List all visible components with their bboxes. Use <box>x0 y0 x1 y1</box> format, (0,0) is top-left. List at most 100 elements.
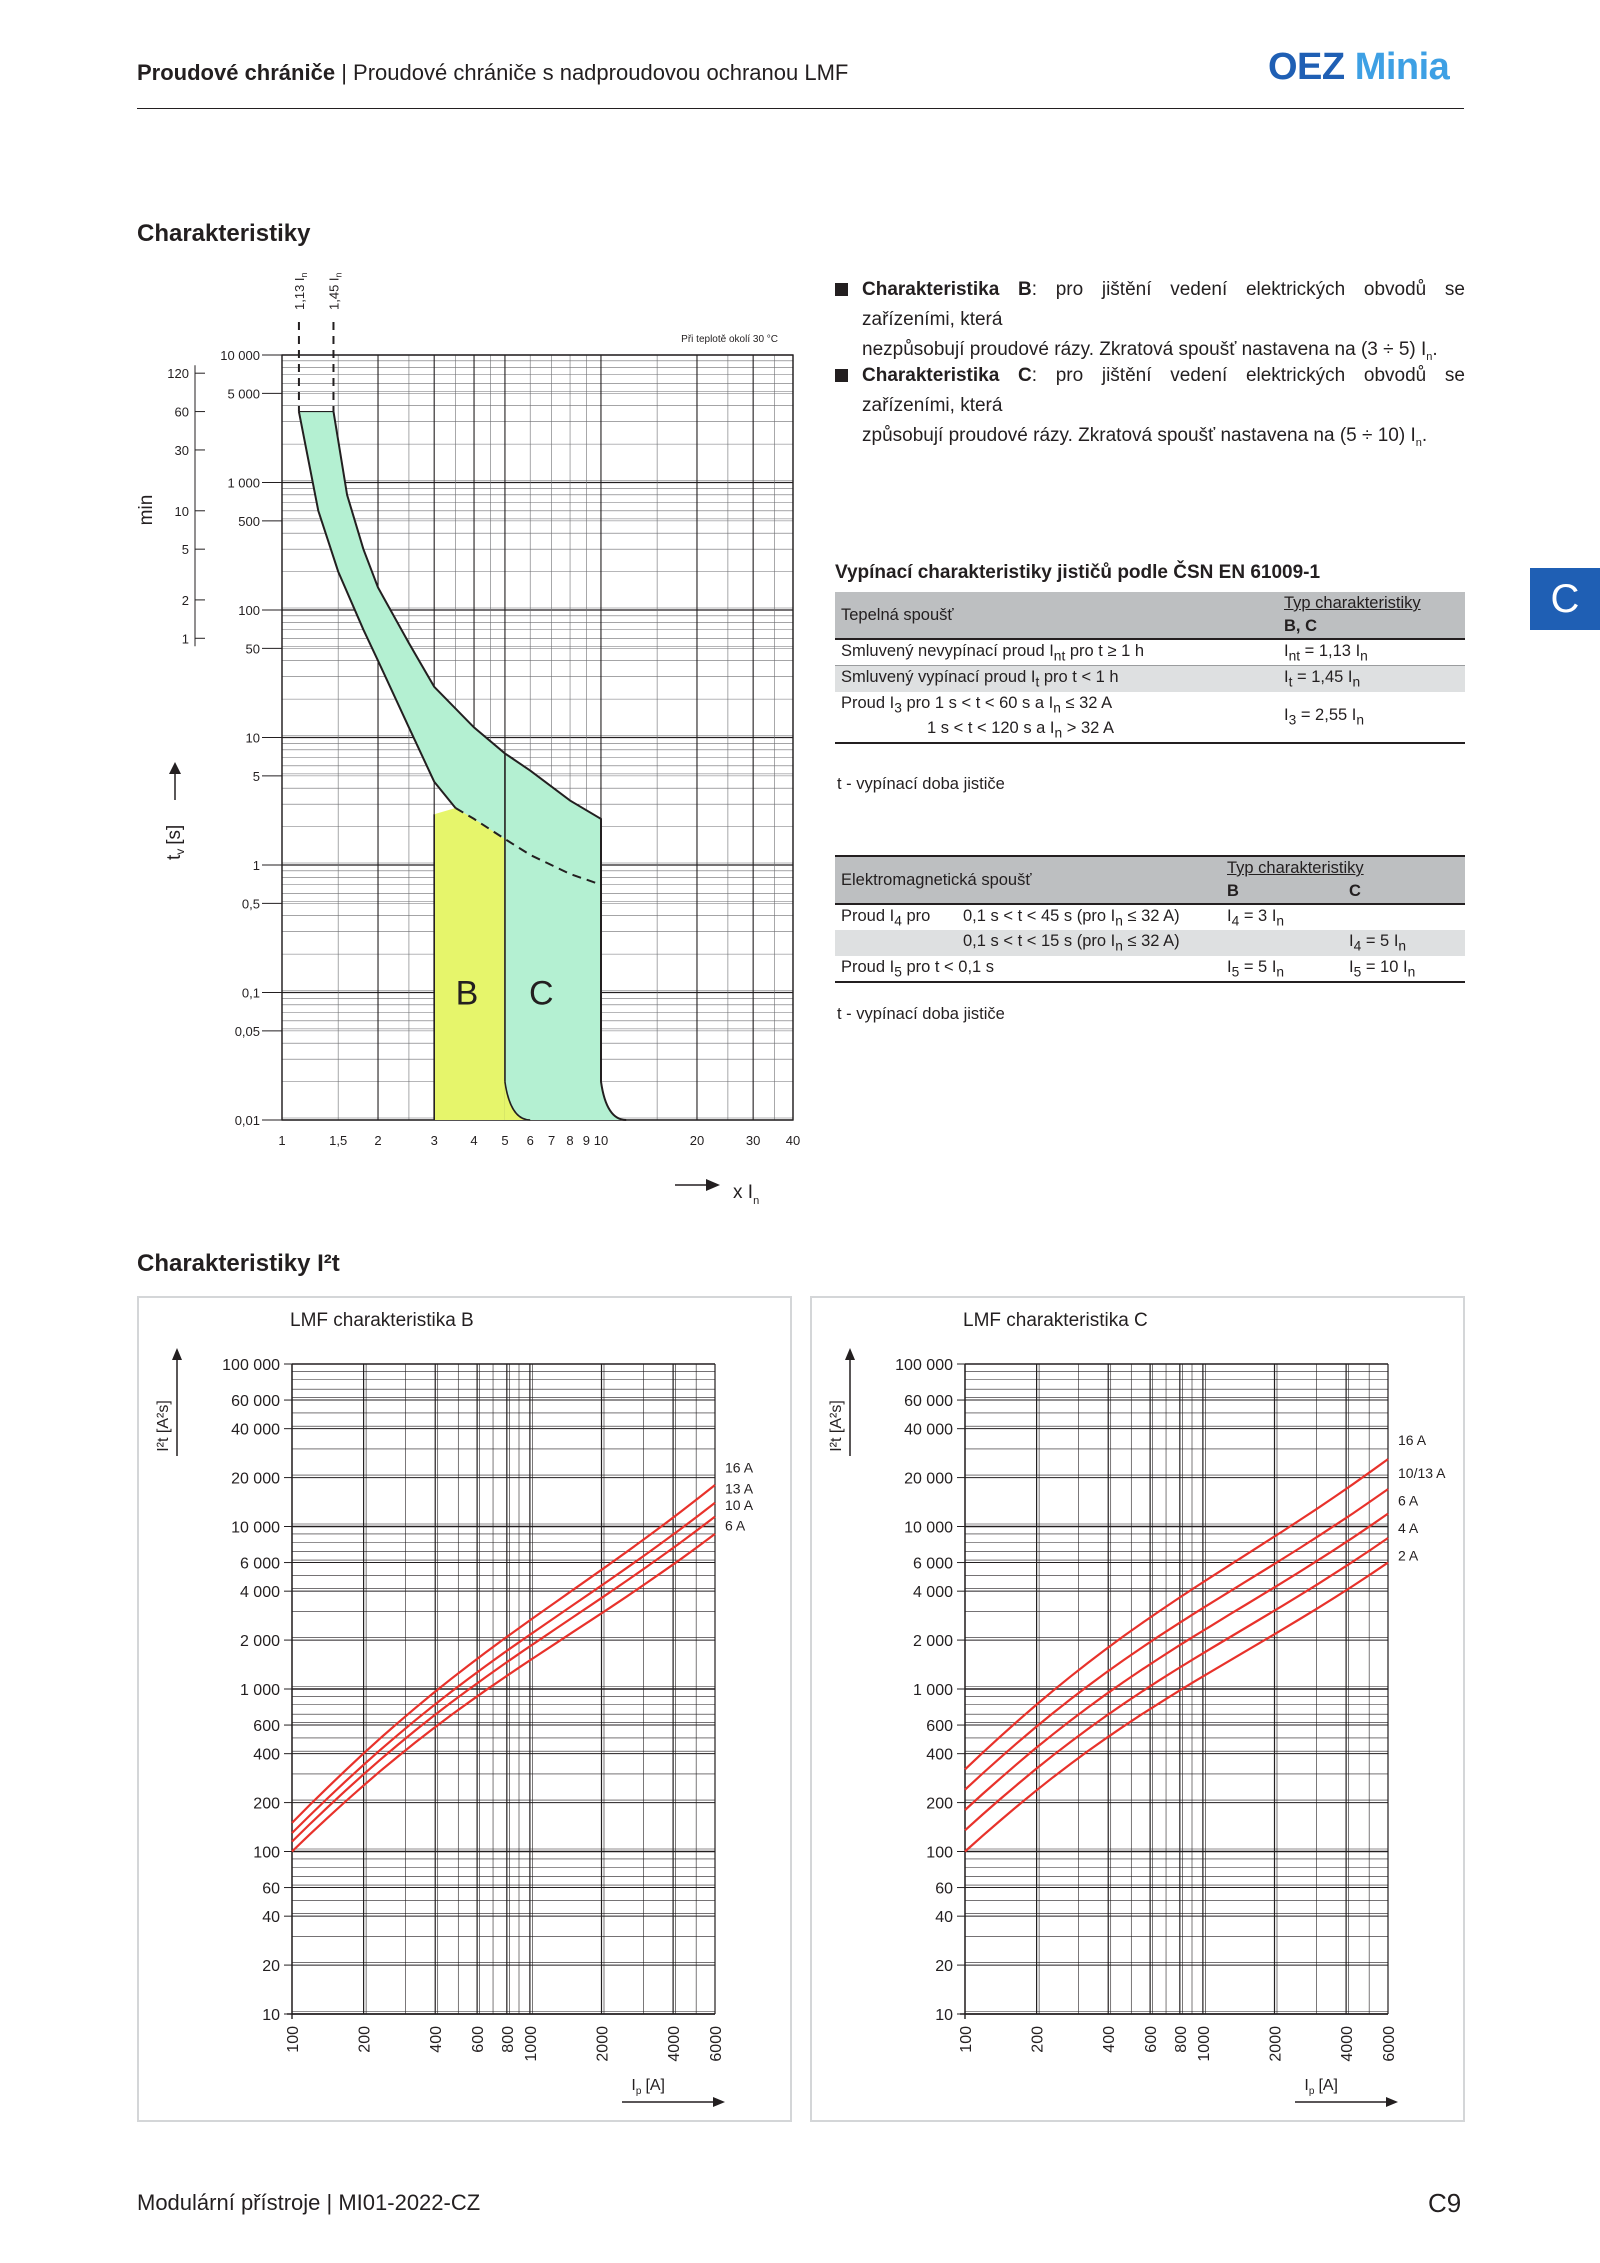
y-tick-label: 20 <box>262 1958 280 1975</box>
series-label: 16 A <box>1398 1432 1427 1448</box>
curve-upper <box>332 411 627 1121</box>
curve-lower <box>297 411 457 809</box>
x-tick-label: 1,5 <box>329 1133 347 1148</box>
min-tick-label: 30 <box>175 443 189 458</box>
y-tick-label: 100 <box>253 1845 280 1862</box>
bullet-characteristic-c: Charakteristika C: pro jištění vedení el… <box>835 361 1465 458</box>
y-tick-label: 40 <box>935 1909 953 1926</box>
table-header-thermal: Tepelná spoušť <box>841 605 954 624</box>
x-tick-label: 600 <box>470 2026 487 2053</box>
curve-cap <box>298 411 334 415</box>
series-line <box>964 1488 1389 1791</box>
table-title: Vypínací charakteristiky jističů podle Č… <box>835 562 1321 583</box>
x-tick-label: 2000 <box>594 2026 611 2062</box>
table-row: Smluvený nevypínací proud Int pro t ≥ 1 … <box>835 639 1465 666</box>
table-header-bc: B, C <box>1284 617 1317 635</box>
y-tick-label: 4 000 <box>913 1584 953 1601</box>
y-tick-label: 2 000 <box>913 1633 953 1650</box>
y-tick-label: 1 <box>253 858 260 873</box>
arrow-right-icon <box>713 2097 725 2107</box>
series-label: 2 A <box>1398 1548 1419 1564</box>
seconds-axis-label: tv[s] <box>164 825 187 860</box>
marker-sub: n <box>299 272 309 277</box>
min-tick-label: 5 <box>182 542 189 557</box>
y-tick-label: 60 <box>935 1881 953 1898</box>
y-tick-label: 0,1 <box>242 986 260 1001</box>
series-label: 16 A <box>725 1460 754 1476</box>
x-tick-label: 6000 <box>1381 2026 1398 2062</box>
series-label: 6 A <box>1398 1493 1419 1509</box>
min-tick-label: 10 <box>175 504 189 519</box>
x-tick-label: 10 <box>594 1133 608 1148</box>
series-line <box>291 1501 716 1834</box>
y-tick-label: 60 <box>262 1881 280 1898</box>
y-tick-label: 40 000 <box>904 1422 953 1439</box>
y-tick-label: 4 000 <box>240 1584 280 1601</box>
y-tick-label: 1 000 <box>227 476 260 491</box>
y-tick-label: 500 <box>238 514 260 529</box>
section-title-characteristics: Charakteristiky <box>137 220 311 247</box>
thermal-release-table: Tepelná spoušť Typ charakteristiky B, C … <box>835 592 1465 744</box>
arrow-up-icon <box>169 762 181 774</box>
y-tick-label: 600 <box>253 1718 280 1735</box>
y-tick-label: 20 000 <box>904 1471 953 1488</box>
b-bottom-corner <box>504 1081 531 1121</box>
region-label-b: B <box>456 975 479 1013</box>
y-tick-label: 0,01 <box>235 1113 260 1128</box>
y-tick-label: 10 <box>935 2007 953 2024</box>
x-tick-label: 5 <box>501 1133 508 1148</box>
x-tick-label: 1000 <box>1196 2026 1213 2062</box>
arrow-right-icon <box>706 1179 720 1191</box>
seconds-axis-unit: [s] <box>164 825 185 845</box>
i2t-chart-b: LMF charakteristika B 100 000 60 000 40 000… <box>155 1310 754 2107</box>
y-tick-label: 0,5 <box>242 896 260 911</box>
x-axis-sub: p <box>1309 2086 1315 2097</box>
curve-lower-dashed <box>454 807 602 886</box>
curve-area-b-corner <box>504 1081 531 1120</box>
x-tick-label: 8 <box>566 1133 573 1148</box>
min-tick-label: 60 <box>175 405 189 420</box>
x-tick-label: 800 <box>1173 2026 1190 2053</box>
bullet-square-icon <box>835 369 848 382</box>
section-title-i2t: Charakteristiky I²t <box>137 1250 340 1277</box>
x-tick-label: 1000 <box>523 2026 540 2062</box>
x-axis-sub: n <box>753 1195 759 1207</box>
table-row: 0,1 s < t < 15 s (pro In ≤ 32 A) I4 = 5 … <box>835 930 1465 956</box>
arrow-up-icon <box>172 1348 182 1360</box>
y-tick-label: 5 000 <box>227 386 260 401</box>
series-label: 6 A <box>725 1517 746 1533</box>
y-tick-label: 10 000 <box>904 1520 953 1537</box>
y-axis-label: I²t [A²s] <box>828 1400 845 1452</box>
oez-minia-logo: OEZ Minia <box>1268 46 1450 88</box>
x-tick-label: 4000 <box>1339 2026 1356 2062</box>
min-tick-label: 120 <box>167 366 189 381</box>
y-tick-label: 200 <box>253 1796 280 1813</box>
y-tick-label: 6 000 <box>913 1556 953 1573</box>
y-tick-label: 100 <box>238 603 260 618</box>
arrow-right-icon <box>1386 2097 1398 2107</box>
x-tick-label: 800 <box>500 2026 517 2053</box>
bullet-square-icon <box>835 283 848 296</box>
y-tick-label: 100 <box>926 1845 953 1862</box>
series-line <box>964 1561 1389 1853</box>
table-header-b: B <box>1227 882 1239 900</box>
arrow-up-icon <box>845 1348 855 1360</box>
x-tick-label: 3 <box>431 1133 438 1148</box>
x-axis-unit: [A] <box>645 2077 665 2094</box>
series-line <box>964 1458 1389 1771</box>
y-tick-label: 1 000 <box>240 1682 280 1699</box>
x-tick-label: 20 <box>690 1133 704 1148</box>
y-tick-label: 10 000 <box>231 1520 280 1537</box>
y-tick-label: 0,05 <box>235 1024 260 1039</box>
x-tick-label: 9 <box>583 1133 590 1148</box>
y-tick-label: 40 000 <box>231 1422 280 1439</box>
i2t-chart-title: LMF charakteristika C <box>963 1310 1148 1331</box>
x-tick-label: 400 <box>1101 2026 1118 2053</box>
series-label: 10 A <box>725 1497 754 1513</box>
x-axis-label: x In <box>733 1182 759 1207</box>
x-tick-label: 7 <box>548 1133 555 1148</box>
y-axis-label: I²t [A²s] <box>155 1400 172 1452</box>
x-tick-label: 6000 <box>708 2026 725 2062</box>
x-tick-label: 4000 <box>666 2026 683 2062</box>
header-rule <box>137 108 1464 109</box>
